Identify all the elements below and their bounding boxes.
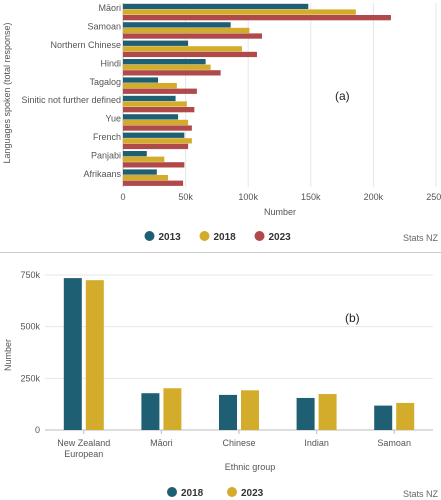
chart-b-category-label: Māori <box>150 438 173 448</box>
chart-a-category-label: Hindi <box>100 58 121 68</box>
chart-a-bar-afrikaans-2018 <box>123 175 169 181</box>
chart-a-bar-northern-chinese-2018 <box>123 46 242 52</box>
chart-b-legend-marker-2023 <box>227 487 237 497</box>
chart-b-bar-maori-2023 <box>163 388 182 430</box>
chart-b-bar-new-zealand-european-2023 <box>85 280 104 430</box>
chart-b-category-label: Samoan <box>377 438 411 448</box>
chart-a-x-tick-label: 200k <box>364 192 384 202</box>
chart-a-bar-panjabi-2023 <box>123 162 185 168</box>
chart-a-y-axis-title: Languages spoken (total response) <box>2 22 12 163</box>
chart-a-bar-maori-2023 <box>123 15 391 21</box>
chart-a-bar-hindi-2023 <box>123 70 221 76</box>
chart-a-bar-tagalog-2013 <box>123 77 159 83</box>
chart-b-legend-marker-2018 <box>167 487 177 497</box>
chart-b-annotation: (b) <box>345 311 360 325</box>
chart-a-bar-sinitic-not-further-defined-2023 <box>123 107 195 113</box>
chart-a-bar-hindi-2018 <box>123 64 211 70</box>
chart-a-bar-yue-2013 <box>123 114 179 120</box>
chart-a-bar-tagalog-2023 <box>123 88 197 94</box>
chart-a-category-labels: Māori Samoan Northern Chinese Hindi Tagalog S… <box>21 3 121 179</box>
chart-a-category-label: Māori <box>98 3 121 13</box>
chart-b-legend-label-2023: 2023 <box>241 488 264 499</box>
chart-a-x-tick-label: 0 <box>120 192 125 202</box>
chart-b-y-tick-label: 500k <box>20 322 40 332</box>
chart-b-category-labels: New Zealand European Māori Chinese Indian Sam… <box>57 430 411 459</box>
chart-b-svg: New Zealand European Māori Chinese Indian Sam… <box>3 270 439 499</box>
chart-b: New Zealand European Māori Chinese Indian Sam… <box>0 264 441 500</box>
chart-b-y-axis-title: Number <box>3 339 13 371</box>
chart-divider <box>0 252 441 253</box>
chart-a-legend-marker-2013 <box>144 231 155 241</box>
chart-a-category-label: Northern Chinese <box>50 40 121 50</box>
chart-a-bars <box>123 3 391 186</box>
chart-a: Māori Samoan Northern Chinese Hindi Tagalog S… <box>0 0 441 248</box>
chart-b-bar-chinese-2018 <box>219 394 237 430</box>
chart-a-bar-french-2013 <box>123 132 185 138</box>
chart-b-bar-new-zealand-european-2018 <box>63 278 82 430</box>
chart-b-bar-samoan-2018 <box>374 405 393 430</box>
chart-a-legend-marker-2023 <box>254 231 265 241</box>
chart-b-bars <box>63 278 415 430</box>
chart-a-bar-samoan-2023 <box>123 33 262 39</box>
chart-a-category-label: Afrikaans <box>83 169 121 179</box>
chart-a-category-label: Samoan <box>87 22 121 32</box>
chart-a-tick-labels: 0 50k 100k 150k 200k 250k <box>120 192 441 202</box>
chart-a-legend-label-2023: 2023 <box>269 232 292 243</box>
chart-b-bar-indian-2023 <box>318 394 337 430</box>
chart-a-bar-maori-2018 <box>123 9 356 15</box>
chart-a-bar-french-2023 <box>123 143 189 150</box>
chart-a-x-axis-title: Number <box>264 207 296 217</box>
chart-a-bar-french-2018 <box>123 138 192 144</box>
chart-a-bar-yue-2023 <box>123 125 192 131</box>
chart-b-category-label: Indian <box>304 438 329 448</box>
chart-a-bar-samoan-2018 <box>123 27 250 34</box>
chart-a-x-tick-label: 250k <box>426 192 441 202</box>
chart-a-category-label: Panjabi <box>91 150 121 160</box>
chart-b-category-label: Chinese <box>222 438 255 448</box>
chart-a-category-label: Sinitic not further defined <box>21 95 121 105</box>
chart-a-x-tick-label: 50k <box>178 192 193 202</box>
chart-a-bar-northern-chinese-2013 <box>123 40 189 46</box>
chart-b-credit: Stats NZ <box>403 489 439 499</box>
chart-b-tick-labels: 0 250k 500k 750k <box>20 270 40 435</box>
chart-a-bar-panjabi-2018 <box>123 156 165 162</box>
chart-b-y-tick-label: 0 <box>35 425 40 435</box>
chart-b-y-tick-label: 250k <box>20 373 40 383</box>
chart-a-bar-afrikaans-2023 <box>123 180 184 186</box>
chart-a-category-label: French <box>93 132 121 142</box>
chart-b-y-tick-label: 750k <box>20 270 40 280</box>
chart-a-bar-panjabi-2013 <box>123 151 147 157</box>
chart-a-bar-sinitic-not-further-defined-2018 <box>123 101 187 107</box>
chart-b-bar-samoan-2023 <box>396 402 415 430</box>
chart-a-bar-maori-2013 <box>123 3 309 10</box>
chart-a-bar-samoan-2013 <box>123 22 231 28</box>
chart-a-credit: Stats NZ <box>403 233 439 243</box>
chart-a-svg: Māori Samoan Northern Chinese Hindi Tagalog S… <box>2 3 441 243</box>
chart-b-bar-indian-2018 <box>296 397 315 430</box>
chart-a-category-label: Yue <box>105 114 121 124</box>
chart-a-bar-hindi-2013 <box>123 59 206 65</box>
chart-a-bar-tagalog-2018 <box>123 83 177 89</box>
chart-b-legend-label-2018: 2018 <box>181 488 204 499</box>
chart-a-legend-label-2013: 2013 <box>159 232 182 243</box>
chart-a-bar-northern-chinese-2023 <box>123 51 257 58</box>
chart-b-x-axis-title: Ethnic group <box>225 462 276 472</box>
chart-a-x-tick-label: 150k <box>301 192 321 202</box>
chart-a-bar-sinitic-not-further-defined-2013 <box>123 95 176 102</box>
chart-a-category-label: Tagalog <box>89 77 121 87</box>
chart-a-x-tick-label: 100k <box>238 192 258 202</box>
chart-a-bar-afrikaans-2013 <box>123 169 157 175</box>
chart-a-bar-yue-2018 <box>123 119 189 126</box>
chart-a-annotation: (a) <box>335 89 350 103</box>
chart-a-legend-marker-2018 <box>199 231 210 241</box>
chart-a-legend: 2013 2018 2023 <box>144 231 292 243</box>
chart-a-legend-label-2018: 2018 <box>214 232 237 243</box>
chart-b-bar-chinese-2023 <box>241 390 259 430</box>
chart-b-bar-maori-2018 <box>141 393 160 430</box>
chart-b-legend: 2018 2023 <box>167 487 264 499</box>
chart-b-category-label: New Zealand European <box>57 438 110 459</box>
